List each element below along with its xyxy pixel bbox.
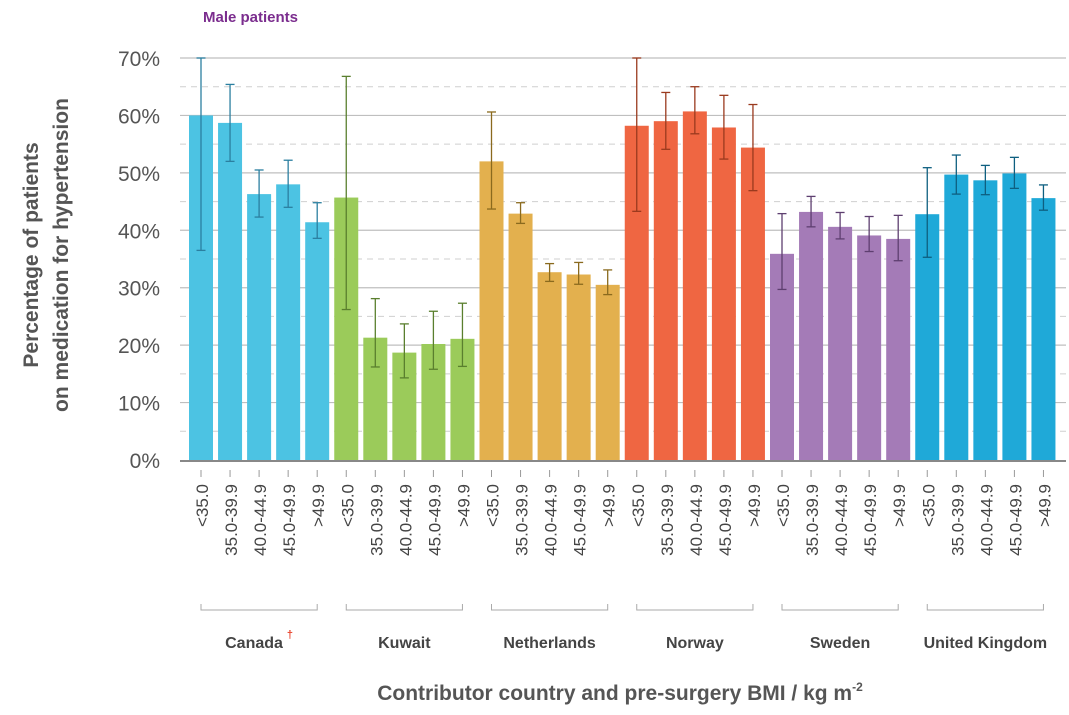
group-bracket: [200, 604, 318, 611]
x-tick-label: >49.9: [890, 484, 909, 527]
chart-subtitle: Male patients: [203, 9, 298, 26]
x-axis-title-superscript: -2: [852, 680, 863, 694]
bar: [973, 180, 998, 460]
y-axis-ticks: 0% 10% 20% 30% 40% 50% 60% 70%: [118, 48, 160, 473]
y-tick-label: 10%: [118, 393, 160, 416]
bar: [857, 235, 882, 460]
bar: [799, 211, 824, 460]
x-tick-label: >49.9: [745, 484, 764, 527]
x-tick-label: 35.0-39.9: [658, 484, 677, 556]
x-tick-label: <35.0: [919, 484, 938, 527]
x-tick-label: 45.0-49.9: [716, 484, 735, 556]
bar: [828, 226, 853, 460]
x-tick-label: 40.0-44.9: [687, 484, 706, 556]
group-label: Norway: [666, 635, 724, 652]
group-label: Sweden: [810, 635, 870, 652]
bars: [189, 57, 1056, 461]
y-tick-label: 70%: [118, 48, 160, 71]
x-tick-label: 45.0-49.9: [280, 484, 299, 556]
bar: [479, 161, 504, 460]
y-tick-label: 60%: [118, 105, 160, 128]
group-bracket: [491, 604, 609, 611]
y-tick-label: 40%: [118, 220, 160, 243]
group-bracket: [781, 604, 899, 611]
x-tick-label: 35.0-39.9: [222, 484, 241, 556]
x-axis: <35.0 35.0-39.9 40.0-44.9 45.0-49.9 >49.9 <35…: [180, 460, 1066, 556]
bar: [537, 272, 562, 460]
x-tick-label: >49.9: [600, 484, 619, 527]
x-tick-label: <35.0: [774, 484, 793, 527]
x-tick-label: 40.0-44.9: [832, 484, 851, 556]
y-tick-label: 0%: [130, 450, 160, 473]
x-tick-label: <35.0: [629, 484, 648, 527]
x-tick-label: 45.0-49.9: [425, 484, 444, 556]
bar: [886, 238, 911, 460]
x-tick-label: 40.0-44.9: [251, 484, 270, 556]
x-tick-label: 40.0-44.9: [396, 484, 415, 556]
group-bracket: [926, 604, 1044, 611]
bar: [944, 174, 969, 460]
bar: [566, 274, 591, 460]
bar: [305, 222, 330, 460]
x-axis-title-text: Contributor country and pre-surgery BMI …: [377, 682, 852, 705]
y-tick-label: 50%: [118, 163, 160, 186]
y-axis-title-line-1: Percentage of patients: [20, 142, 43, 367]
group-bracket: [636, 604, 754, 611]
x-tick-label: >49.9: [309, 484, 328, 527]
x-tick-label: 45.0-49.9: [571, 484, 590, 556]
x-tick-label: 35.0-39.9: [803, 484, 822, 556]
bar: [508, 213, 533, 460]
x-tick-label: 35.0-39.9: [367, 484, 386, 556]
group-bracket: [345, 604, 463, 611]
x-tick-label: <35.0: [484, 484, 503, 527]
x-tick-label: 45.0-49.9: [1006, 484, 1025, 556]
x-tick-label: 35.0-39.9: [948, 484, 967, 556]
x-tick-label: 45.0-49.9: [861, 484, 880, 556]
y-tick-label: 30%: [118, 278, 160, 301]
group-label: United Kingdom: [924, 635, 1048, 652]
x-tick-label: 40.0-44.9: [542, 484, 561, 556]
group-label-mark: †: [287, 629, 293, 641]
bar: [1002, 173, 1027, 460]
x-tick-label: 40.0-44.9: [977, 484, 996, 556]
y-tick-label: 20%: [118, 335, 160, 358]
bar: [682, 111, 707, 460]
x-tick-label: >49.9: [454, 484, 473, 527]
x-tick-label: <35.0: [193, 484, 212, 527]
bar: [218, 122, 243, 460]
bar: [276, 184, 301, 461]
x-tick-label: 35.0-39.9: [513, 484, 532, 556]
bar: [595, 284, 620, 460]
bar: [740, 147, 765, 461]
x-tick-label: >49.9: [1035, 484, 1054, 527]
bar: [1031, 198, 1056, 460]
group-labels: Canada † Kuwait Netherlands Norway Sweden Unit…: [200, 604, 1048, 652]
group-label: Canada †: [225, 629, 293, 652]
group-label: Netherlands: [503, 635, 596, 652]
x-tick-label: <35.0: [338, 484, 357, 527]
group-label: Kuwait: [378, 635, 431, 652]
bar: [247, 194, 272, 460]
bar: [653, 121, 678, 461]
x-axis-title: Contributor country and pre-surgery BMI …: [377, 680, 863, 705]
bar: [711, 127, 736, 460]
y-axis-title-line-2: on medication for hypertension: [50, 98, 73, 412]
